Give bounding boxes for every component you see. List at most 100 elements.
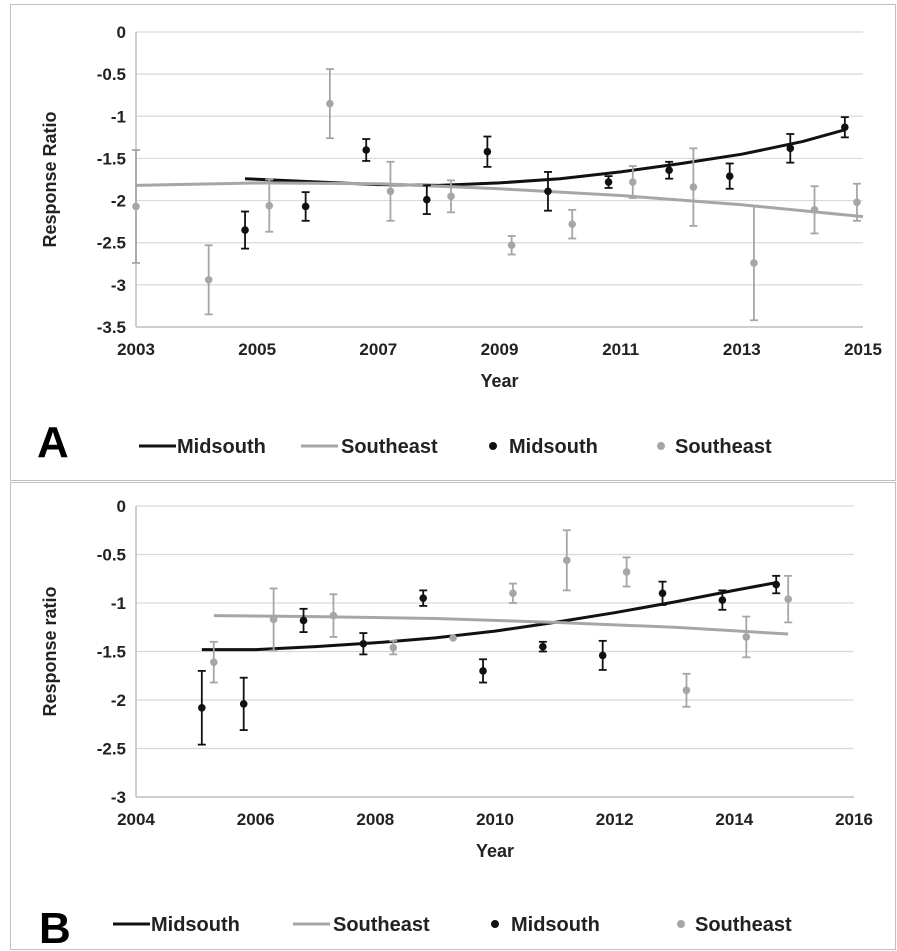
data-point-midsouth-b — [539, 642, 547, 651]
x-tick-label-a: 2013 — [723, 340, 761, 359]
y-tick-label-a: -0.5 — [97, 65, 126, 84]
data-point-southeast-b — [269, 615, 278, 624]
data-point-southeast-a — [628, 178, 637, 186]
data-point-southeast-a — [386, 187, 395, 196]
data-point-southeast-a — [810, 206, 819, 214]
x-tick-label-b: 2006 — [237, 810, 275, 829]
trendline-midsouth-a — [244, 128, 846, 187]
x-tick-label-a: 2003 — [117, 340, 155, 359]
data-point-midsouth-b — [479, 667, 487, 675]
data-point-midsouth-a — [841, 123, 849, 132]
data-point-midsouth-b — [198, 703, 206, 712]
data-point-southeast-b — [389, 643, 398, 652]
data-point-southeast-b — [622, 568, 631, 576]
x-tick-label-a: 2011 — [602, 340, 639, 359]
data-point-southeast-b — [742, 633, 751, 641]
data-point-southeast-a — [447, 192, 455, 201]
plot-area-b: 0 -0.5 -1 -1.5 -2 -2.5 -3 2004 2006 2008 2010 2012 2… — [40, 497, 873, 861]
legend-southeast-marker-a — [657, 442, 665, 450]
data-point-midsouth-b — [658, 589, 667, 598]
data-point-midsouth-a — [423, 195, 431, 204]
data-point-midsouth-b — [598, 651, 607, 660]
x-tick-label-b: 2010 — [476, 810, 514, 829]
y-tick-label-b: -2 — [111, 691, 126, 710]
legend-label-southeast-points-b: Southeast — [695, 914, 792, 936]
legend-midsouth-marker-b — [491, 920, 499, 928]
x-axis-label-a: Year — [480, 371, 518, 391]
data-point-southeast-a — [568, 220, 576, 228]
x-tick-label-b: 2012 — [596, 810, 634, 829]
data-point-southeast-a — [507, 241, 516, 250]
data-point-southeast-b — [682, 686, 691, 695]
data-point-southeast-a — [853, 198, 861, 207]
data-point-midsouth-a — [362, 146, 371, 154]
legend-label-midsouth-points-b: Midsouth — [511, 914, 600, 936]
trendline-southeast-a — [135, 181, 864, 219]
y-tick-label-a: -3 — [111, 276, 126, 295]
x-tick-label-a: 2007 — [359, 340, 397, 359]
y-tick-label-b: -2.5 — [97, 740, 126, 759]
panel-label-b: B — [39, 904, 71, 949]
x-tick-label-b: 2008 — [356, 810, 394, 829]
panel-label-a: A — [37, 418, 69, 467]
data-point-southeast-b — [784, 595, 792, 603]
data-point-midsouth-b — [359, 639, 368, 648]
x-tick-label-a: 2009 — [481, 340, 519, 359]
y-axis-label-a: Response Ratio — [40, 111, 60, 247]
legend-midsouth-marker-a — [489, 442, 497, 450]
y-tick-label-b: -1.5 — [97, 643, 126, 662]
data-point-southeast-b — [329, 611, 338, 620]
y-tick-label-b: -1 — [111, 594, 126, 613]
y-tick-label-a: -2 — [111, 192, 126, 211]
y-tick-label-b: -0.5 — [97, 546, 126, 565]
data-point-southeast-a — [326, 99, 334, 108]
data-point-midsouth-a — [665, 166, 673, 175]
data-point-midsouth-b — [718, 596, 727, 604]
data-point-midsouth-a — [725, 172, 734, 180]
y-axis-label-b: Response ratio — [40, 586, 60, 716]
data-point-midsouth-a — [483, 147, 492, 156]
x-axis-label-b: Year — [476, 841, 514, 861]
legend-label-midsouth-trend-b: Midsouth — [151, 914, 240, 936]
data-point-southeast-b — [209, 658, 218, 666]
data-point-southeast-a — [689, 183, 698, 191]
data-point-midsouth-a — [241, 226, 249, 234]
data-point-midsouth-a — [604, 178, 613, 186]
y-tick-label-a: 0 — [117, 23, 126, 42]
chart-panel-a: 0 -0.5 -1 -1.5 -2 -2.5 -3 -3.5 2003 2005 2007 2009 2… — [10, 4, 896, 481]
x-tick-label-a: 2005 — [238, 340, 276, 359]
legend-label-southeast-trend-b: Southeast — [333, 914, 430, 936]
legend-label-midsouth-points-a: Midsouth — [509, 436, 598, 458]
data-point-midsouth-b — [772, 580, 781, 589]
x-tick-label-b: 2014 — [715, 810, 753, 829]
x-tick-label-b: 2016 — [835, 810, 873, 829]
trendline-midsouth-b — [201, 581, 777, 652]
data-point-midsouth-a — [786, 144, 795, 153]
data-point-southeast-b — [449, 634, 457, 642]
chart-a-svg: 0 -0.5 -1 -1.5 -2 -2.5 -3 -3.5 2003 2005 2007 2009 2… — [37, 23, 882, 467]
data-point-midsouth-b — [239, 700, 248, 708]
data-point-southeast-b — [563, 556, 571, 565]
legend-label-midsouth-trend-a: Midsouth — [177, 436, 266, 458]
y-tick-label-b: 0 — [117, 497, 126, 516]
legend-southeast-marker-b — [677, 920, 685, 928]
x-tick-label-b: 2004 — [117, 810, 155, 829]
data-point-southeast-a — [265, 201, 274, 210]
legend-label-southeast-points-a: Southeast — [675, 436, 772, 458]
data-point-midsouth-a — [301, 202, 310, 211]
y-tick-label-a: -1 — [111, 107, 126, 126]
y-tick-label-a: -1.5 — [97, 149, 126, 168]
data-point-midsouth-b — [419, 594, 428, 602]
data-point-southeast-a — [750, 259, 758, 267]
data-point-southeast-a — [132, 202, 140, 211]
data-point-midsouth-a — [544, 187, 552, 196]
y-tick-label-a: -2.5 — [97, 234, 126, 253]
legend-label-southeast-trend-a: Southeast — [341, 436, 438, 458]
y-tick-label-a: -3.5 — [97, 318, 126, 337]
data-point-midsouth-b — [299, 616, 308, 625]
plot-area-a: 0 -0.5 -1 -1.5 -2 -2.5 -3 -3.5 2003 2005 2007 2009 2… — [40, 23, 882, 391]
x-tick-label-a: 2015 — [844, 340, 882, 359]
data-point-southeast-a — [204, 276, 213, 284]
trendline-southeast-b — [213, 614, 789, 636]
data-point-southeast-b — [509, 589, 517, 598]
